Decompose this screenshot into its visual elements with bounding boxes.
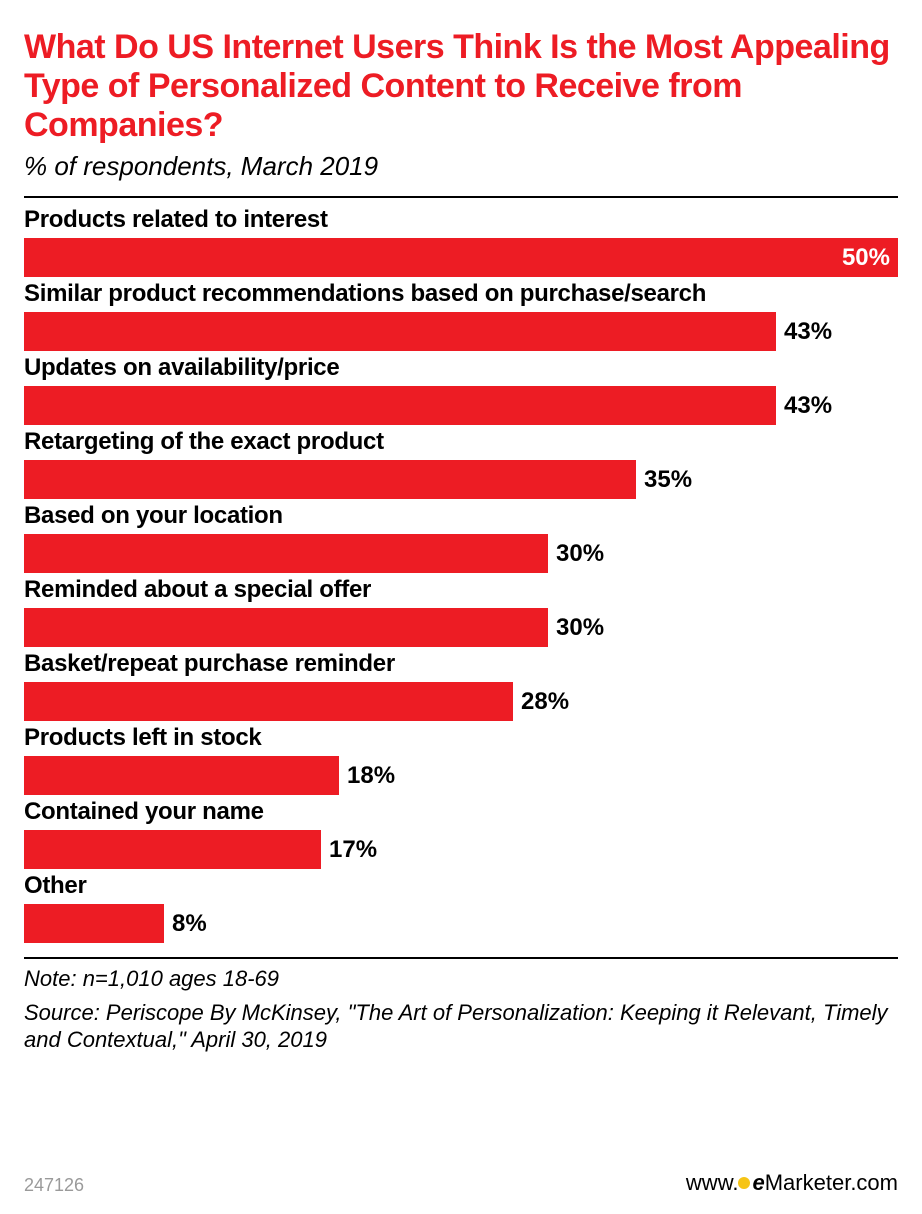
chart-row: Basket/repeat purchase reminder 28% [24, 650, 898, 721]
bar [24, 312, 776, 351]
bar [24, 534, 548, 573]
chart-row: Products related to interest 50% [24, 206, 898, 277]
category-label: Based on your location [24, 502, 898, 530]
value-label: 17% [329, 836, 377, 864]
chart-row: Other 8% [24, 872, 898, 943]
brand-dot-icon [738, 1177, 750, 1189]
bar [24, 460, 636, 499]
category-label: Products left in stock [24, 724, 898, 752]
note-text: Note: n=1,010 ages 18-69 [24, 965, 898, 993]
brand-e: e [752, 1170, 764, 1196]
category-label: Similar product recommendations based on… [24, 280, 898, 308]
bar-chart: Products related to interest 50% Similar p… [24, 206, 898, 943]
chart-id: 247126 [24, 1175, 84, 1196]
chart-row: Based on your location 30% [24, 502, 898, 573]
category-label: Updates on availability/price [24, 354, 898, 382]
chart-subtitle: % of respondents, March 2019 [24, 151, 898, 182]
chart-row: Retargeting of the exact product 35% [24, 428, 898, 499]
bar: 50% [24, 238, 898, 277]
chart-row: Contained your name 17% [24, 798, 898, 869]
value-label: 28% [521, 688, 569, 716]
value-label: 50% [842, 244, 890, 272]
category-label: Retargeting of the exact product [24, 428, 898, 456]
value-label: 43% [784, 318, 832, 346]
brand-logo: www. e Marketer.com [686, 1170, 898, 1196]
bar [24, 756, 339, 795]
chart-title: What Do US Internet Users Think Is the M… [24, 28, 898, 145]
bar [24, 682, 513, 721]
source-text: Source: Periscope By McKinsey, "The Art … [24, 999, 898, 1054]
bar [24, 608, 548, 647]
brand-rest: Marketer.com [765, 1170, 898, 1196]
chart-row: Reminded about a special offer 30% [24, 576, 898, 647]
category-label: Reminded about a special offer [24, 576, 898, 604]
chart-row: Products left in stock 18% [24, 724, 898, 795]
category-label: Contained your name [24, 798, 898, 826]
value-label: 43% [784, 392, 832, 420]
bar [24, 904, 164, 943]
top-rule [24, 196, 898, 198]
bottom-rule [24, 957, 898, 959]
chart-row: Updates on availability/price 43% [24, 354, 898, 425]
value-label: 30% [556, 540, 604, 568]
category-label: Basket/repeat purchase reminder [24, 650, 898, 678]
bar [24, 386, 776, 425]
value-label: 35% [644, 466, 692, 494]
chart-row: Similar product recommendations based on… [24, 280, 898, 351]
bar [24, 830, 321, 869]
value-label: 8% [172, 910, 207, 938]
value-label: 30% [556, 614, 604, 642]
category-label: Products related to interest [24, 206, 898, 234]
brand-prefix: www. [686, 1170, 739, 1196]
category-label: Other [24, 872, 898, 900]
value-label: 18% [347, 762, 395, 790]
